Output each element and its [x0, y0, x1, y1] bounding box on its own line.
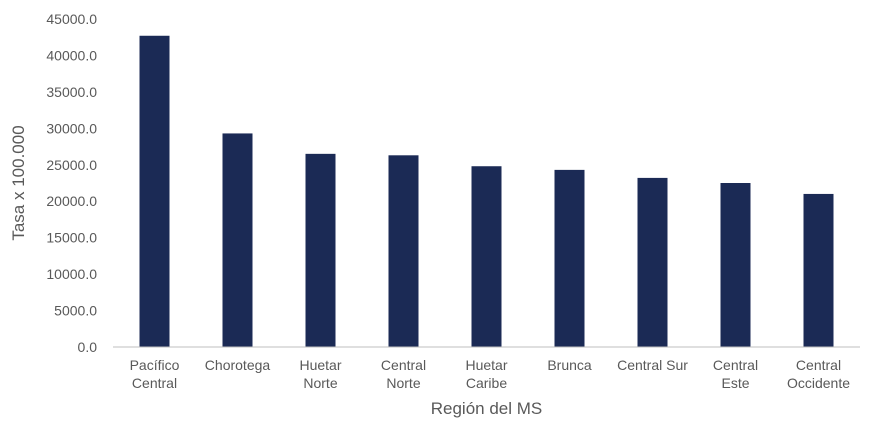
- x-tick-label: Huetar Caribe: [465, 357, 507, 391]
- bar: [305, 153, 336, 347]
- x-tick-label-line: Central Sur: [617, 357, 688, 373]
- bar: [554, 169, 585, 347]
- x-tick-label-line: Occidente: [787, 375, 850, 391]
- x-tick-label-line: Norte: [303, 375, 337, 391]
- x-tick-label-line: Central: [796, 357, 841, 373]
- bar: [637, 177, 668, 347]
- y-tick-label: 35000.0: [46, 84, 97, 100]
- x-tick-label-line: Central: [132, 375, 177, 391]
- y-tick-label: 30000.0: [46, 120, 97, 136]
- x-tick-label-line: Brunca: [547, 357, 592, 373]
- bar: [139, 35, 170, 348]
- x-tick-label: Brunca: [547, 357, 592, 373]
- y-tick-label: 10000.0: [46, 266, 97, 282]
- y-tick-label: 45000.0: [46, 11, 97, 27]
- y-axis-ticks: 0.0 5000.0 10000.0 15000.0 20000.0 25000.0 300…: [46, 11, 97, 355]
- y-axis-label: Tasa x 100.000: [9, 125, 28, 240]
- x-tick-label-line: Pacífico: [130, 357, 180, 373]
- x-tick-label-line: Central: [713, 357, 758, 373]
- x-tick-label: Central Sur: [617, 357, 688, 373]
- y-tick-label: 5000.0: [54, 303, 97, 319]
- bar: [222, 133, 253, 347]
- bar: [388, 155, 419, 347]
- bar: [720, 183, 751, 347]
- x-tick-label: Pacífico Central: [130, 357, 180, 391]
- x-tick-label: Central Occidente: [787, 357, 850, 391]
- y-tick-label: 40000.0: [46, 47, 97, 63]
- bar: [471, 166, 502, 347]
- y-tick-label: 0.0: [78, 339, 98, 355]
- x-axis-label: Región del MS: [431, 399, 543, 418]
- x-tick-label-line: Caribe: [466, 375, 507, 391]
- y-tick-label: 15000.0: [46, 230, 97, 246]
- x-tick-label: Central Este: [713, 357, 758, 391]
- x-tick-label-line: Chorotega: [205, 357, 271, 373]
- x-tick-label: Huetar Norte: [299, 357, 341, 391]
- y-tick-label: 25000.0: [46, 157, 97, 173]
- x-tick-label-line: Huetar: [465, 357, 507, 373]
- x-tick-label-line: Este: [721, 375, 749, 391]
- x-tick-label: Central Norte: [381, 357, 426, 391]
- x-tick-label: Chorotega: [205, 357, 271, 373]
- x-tick-label-line: Huetar: [299, 357, 341, 373]
- bar-series: [139, 35, 834, 348]
- x-tick-label-line: Central: [381, 357, 426, 373]
- y-tick-label: 20000.0: [46, 193, 97, 209]
- bar: [803, 193, 834, 347]
- x-tick-label-line: Norte: [386, 375, 420, 391]
